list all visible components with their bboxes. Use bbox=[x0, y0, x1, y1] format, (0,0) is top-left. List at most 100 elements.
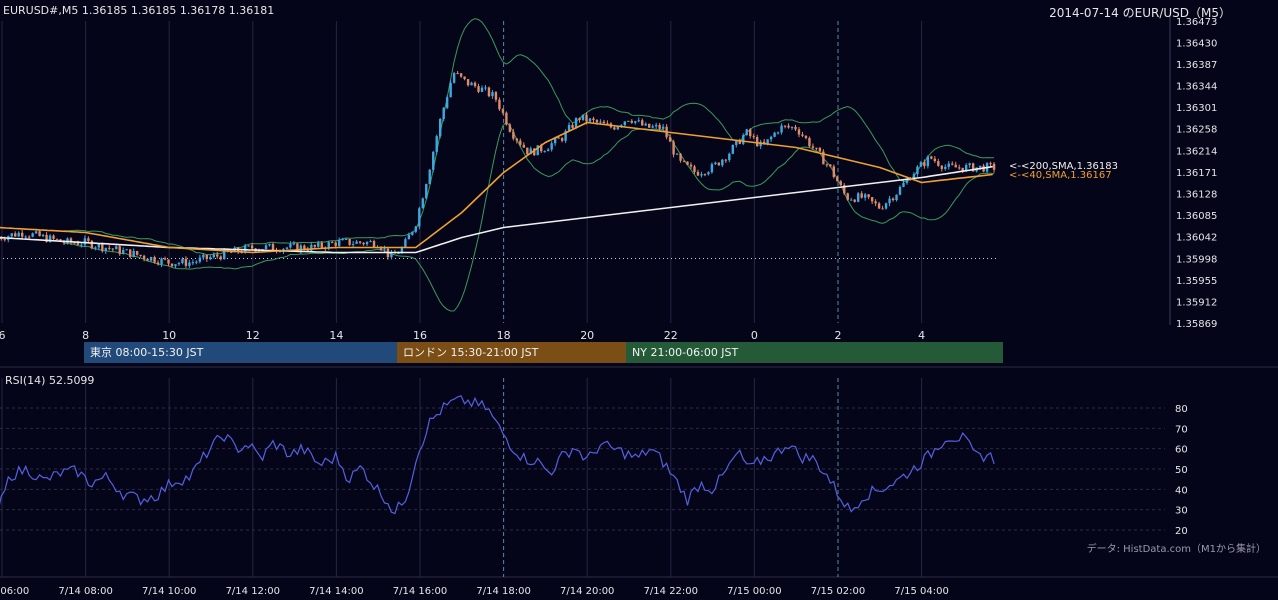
y-tick-label: 1.36128 bbox=[1176, 190, 1217, 201]
candle-body bbox=[749, 129, 752, 137]
candle-body bbox=[522, 144, 526, 148]
candle-body bbox=[223, 249, 226, 260]
candle-body bbox=[978, 165, 982, 168]
candle-body bbox=[146, 258, 149, 261]
candle-body bbox=[463, 76, 466, 80]
candle-body bbox=[644, 123, 647, 126]
candle-body bbox=[372, 241, 376, 247]
candle-body bbox=[209, 257, 212, 260]
candle-body bbox=[397, 253, 400, 255]
candle-body bbox=[884, 203, 888, 209]
candle-body bbox=[585, 114, 588, 122]
candle-body bbox=[832, 166, 836, 177]
candle-body bbox=[362, 242, 365, 245]
candle-body bbox=[648, 123, 651, 128]
y-tick-label: 1.35955 bbox=[1176, 276, 1217, 287]
candle-body bbox=[358, 241, 362, 243]
candle-body bbox=[700, 174, 703, 176]
candle-body bbox=[97, 243, 101, 248]
candle-body bbox=[313, 244, 317, 247]
candle-body bbox=[153, 257, 156, 263]
y-tick-label: 1.36042 bbox=[1176, 233, 1217, 244]
candle-body bbox=[425, 184, 428, 199]
candle-body bbox=[292, 243, 296, 245]
y-tick-label: 1.36387 bbox=[1176, 60, 1217, 71]
y-tick-label: 1.35912 bbox=[1176, 298, 1217, 309]
x-tick-label: 18 bbox=[497, 329, 511, 342]
candle-body bbox=[853, 199, 856, 202]
sma200-label: <-<200,SMA,1.36183 bbox=[1009, 161, 1118, 172]
candle-body bbox=[627, 120, 630, 122]
candle-body bbox=[550, 143, 553, 150]
candle-body bbox=[776, 132, 780, 134]
candle-body bbox=[954, 164, 957, 168]
candle-body bbox=[794, 126, 797, 130]
x-tick-label: 2 bbox=[835, 329, 842, 342]
candle-body bbox=[606, 123, 609, 125]
candle-body bbox=[895, 194, 898, 201]
candle-body bbox=[27, 236, 31, 238]
candle-body bbox=[870, 197, 874, 202]
candle-body bbox=[508, 124, 512, 132]
candle-body bbox=[867, 194, 870, 198]
candle-body bbox=[449, 82, 452, 98]
chart-title: 2014-07-14 のEUR/USD（M5） bbox=[1049, 6, 1231, 20]
candle-body bbox=[588, 118, 592, 122]
candle-body bbox=[90, 240, 94, 249]
candle-body bbox=[888, 198, 891, 204]
candle-body bbox=[466, 79, 470, 86]
candle-body bbox=[135, 251, 139, 255]
bollinger-lower bbox=[63, 121, 995, 312]
candle-body bbox=[940, 165, 944, 169]
candle-body bbox=[651, 126, 654, 128]
candle-body bbox=[710, 164, 714, 173]
rsi-label: RSI(14) 52.5099 bbox=[5, 374, 95, 387]
candle-body bbox=[310, 244, 313, 251]
symbol-info: EURUSD#,M5 1.36185 1.36185 1.36178 1.361… bbox=[3, 4, 275, 17]
x-tick-label: 12 bbox=[246, 329, 260, 342]
y-tick-label: 1.35869 bbox=[1176, 319, 1217, 330]
candle-body bbox=[400, 247, 404, 254]
candle-body bbox=[470, 82, 473, 86]
candle-body bbox=[947, 163, 950, 167]
session-ny: NY 21:00-06:00 JST bbox=[626, 342, 1003, 363]
x-tick-label: 8 bbox=[82, 329, 89, 342]
candle-body bbox=[721, 159, 724, 166]
candle-body bbox=[452, 73, 456, 83]
candle-body bbox=[21, 232, 24, 237]
candle-body bbox=[219, 256, 222, 260]
candle-body bbox=[365, 241, 369, 245]
rsi-x-tick-label: 7/14 18:00 bbox=[476, 586, 530, 597]
candle-body bbox=[418, 208, 421, 227]
candle-body bbox=[334, 242, 337, 246]
candle-body bbox=[132, 251, 135, 257]
candle-body bbox=[613, 127, 616, 130]
candle-body bbox=[668, 137, 672, 142]
candle-body bbox=[149, 257, 153, 261]
candle-body bbox=[843, 185, 846, 194]
candle-body bbox=[961, 167, 964, 172]
candle-body bbox=[808, 138, 811, 147]
candle-body bbox=[944, 166, 947, 169]
rsi-panel: 20 30 40 50 60 70 80 bbox=[0, 395, 1188, 537]
candle-body bbox=[818, 147, 822, 152]
sma40-label: <-<40,SMA,1.36167 bbox=[1009, 170, 1112, 181]
rsi-x-tick-label: 7/14 06:00 bbox=[0, 586, 29, 597]
candle-body bbox=[104, 247, 108, 251]
candle-body bbox=[857, 193, 860, 202]
candle-body bbox=[540, 145, 543, 152]
candle-body bbox=[891, 198, 895, 201]
candle-body bbox=[714, 162, 717, 165]
candle-body bbox=[703, 174, 707, 176]
candle-body bbox=[76, 242, 80, 245]
candle-body bbox=[557, 137, 560, 139]
candle-body bbox=[679, 153, 682, 161]
y-tick-label: 1.35998 bbox=[1176, 255, 1217, 266]
candle-body bbox=[414, 226, 418, 232]
candle-body bbox=[216, 254, 219, 257]
rsi-x-tick-label: 7/14 22:00 bbox=[644, 586, 698, 597]
candle-body bbox=[432, 151, 435, 170]
candle-body bbox=[877, 203, 881, 209]
candle-body bbox=[459, 73, 463, 77]
